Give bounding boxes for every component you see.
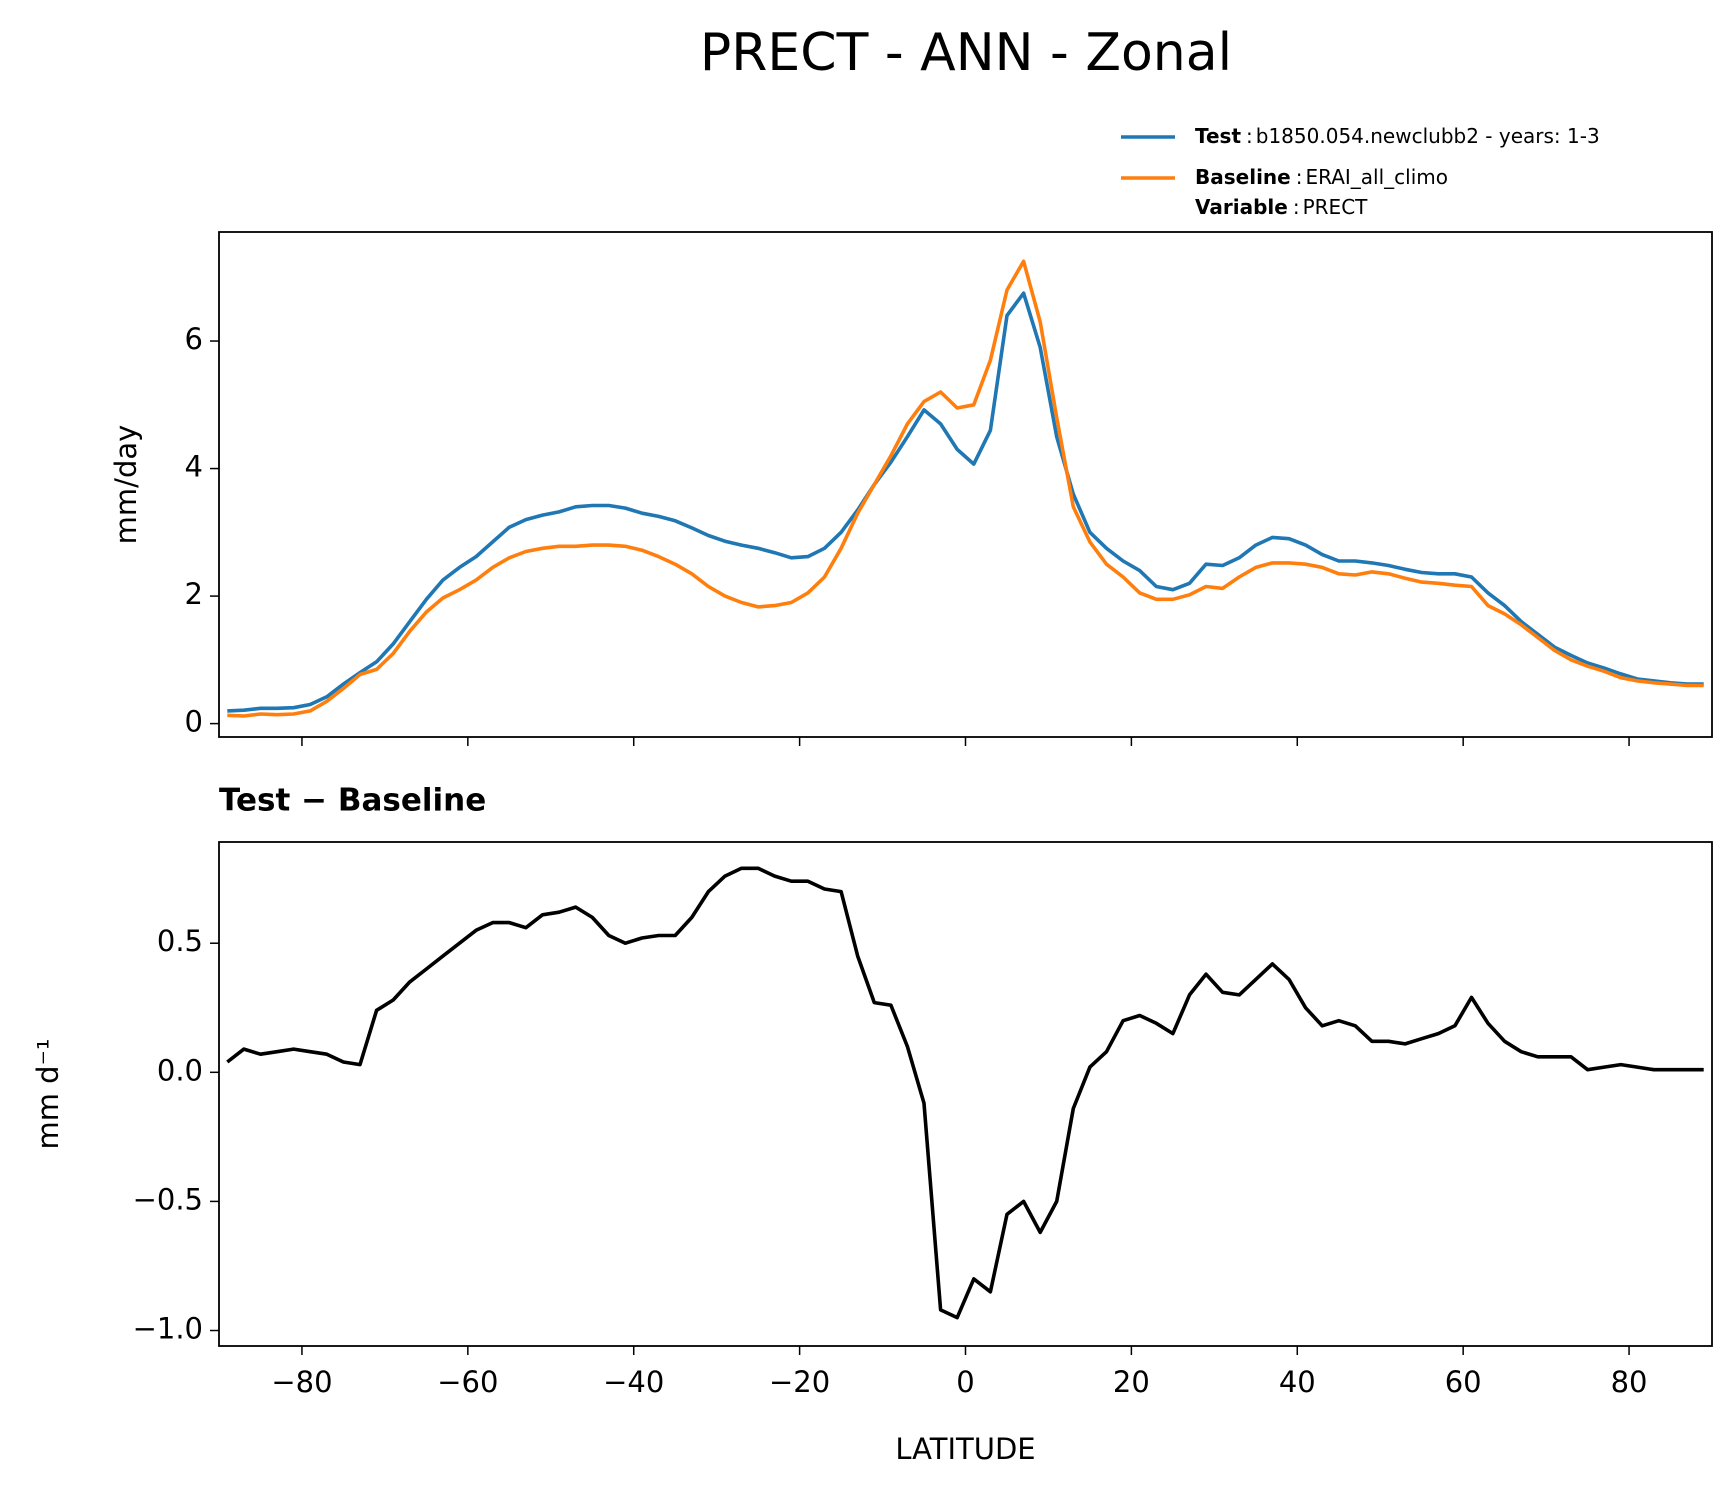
legend-label: PRECT — [1303, 195, 1369, 219]
x-tick-label: 0 — [956, 1365, 974, 1399]
legend-separator: : — [1296, 165, 1303, 189]
data-line — [226, 866, 1704, 1320]
legend-name: Variable — [1195, 195, 1288, 219]
legend-name: Test — [1195, 124, 1241, 148]
x-tick-label: −60 — [437, 1365, 498, 1399]
y-tick-label: −1.0 — [133, 1312, 203, 1346]
axes-frame — [218, 841, 1713, 1347]
x-tick-label: −80 — [271, 1365, 332, 1399]
x-tick-label: 80 — [1611, 1365, 1648, 1399]
legend-separator: : — [1293, 195, 1300, 219]
data-line — [227, 259, 1704, 718]
y-tick-label: 0.5 — [157, 924, 203, 958]
data-line — [227, 291, 1704, 713]
figure-title: PRECT - ANN - Zonal — [700, 23, 1232, 83]
legend-entry: Variable: PRECT — [1195, 195, 1368, 219]
legend-entry: Test: b1850.054.newclubb2 - years: 1-3 — [1195, 124, 1600, 148]
y-tick-label: 0 — [185, 705, 203, 739]
y-tick-label: 4 — [185, 450, 203, 484]
y-tick-label: 6 — [185, 322, 203, 356]
legend-name: Baseline — [1195, 165, 1291, 189]
y-axis-label: mm/day — [109, 425, 143, 545]
x-tick-label: −20 — [769, 1365, 830, 1399]
x-axis-label: LATITUDE — [895, 1432, 1035, 1466]
x-tick-label: 60 — [1445, 1365, 1482, 1399]
panel-title: Test − Baseline — [219, 783, 486, 819]
y-tick-label: 2 — [185, 577, 203, 611]
y-tick-label: −0.5 — [133, 1182, 203, 1216]
x-tick-label: −40 — [603, 1365, 664, 1399]
x-tick-label: 40 — [1279, 1365, 1316, 1399]
y-tick-label: 0.0 — [157, 1053, 203, 1087]
legend-separator: : — [1246, 124, 1253, 148]
axes-frame — [218, 231, 1713, 738]
legend-entry: Baseline: ERAI_all_climo — [1195, 165, 1448, 189]
legend-label: b1850.054.newclubb2 - years: 1-3 — [1256, 124, 1600, 148]
x-tick-label: 20 — [1113, 1365, 1150, 1399]
y-axis-label: mm d⁻¹ — [31, 1038, 65, 1149]
legend-label: ERAI_all_climo — [1305, 165, 1448, 189]
